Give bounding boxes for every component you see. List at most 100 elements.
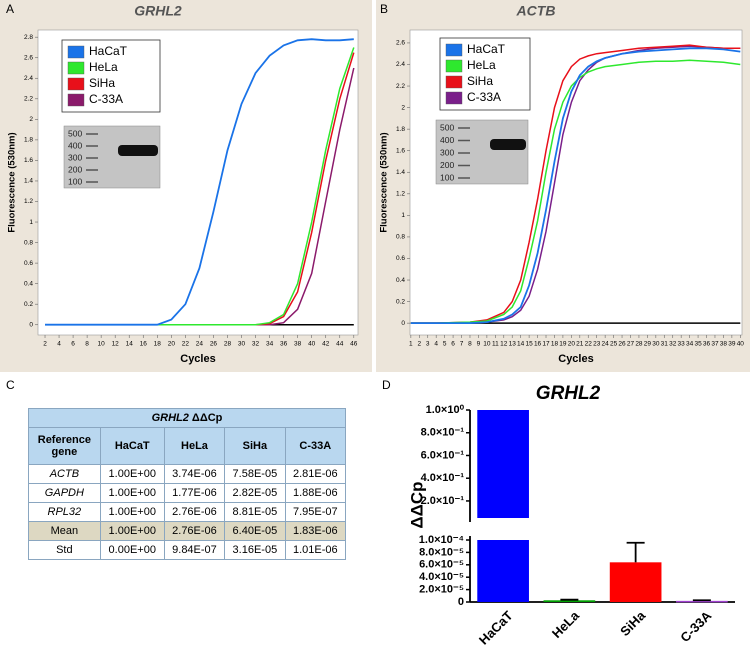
x-tick-label: 21 xyxy=(576,341,584,348)
x-tick-label: HaCaT xyxy=(476,608,516,648)
legend-label: SiHa xyxy=(467,74,493,88)
legend-swatch xyxy=(445,91,463,105)
y-tick-label: 2.6 xyxy=(24,54,33,61)
x-tick-label: 9 xyxy=(477,341,481,348)
x-tick-label: 39 xyxy=(728,341,736,348)
x-tick-label: 18 xyxy=(551,341,559,348)
table-cell: 1.00E+00 xyxy=(99,464,165,484)
x-tick-label: HeLa xyxy=(549,607,583,641)
y-tick-label: 2.2 xyxy=(396,83,405,90)
table-cell: 3.16E-05 xyxy=(224,540,286,560)
header-text: gene xyxy=(51,446,78,458)
x-tick-label: 5 xyxy=(443,341,447,348)
x-axis-title: Cycles xyxy=(558,353,593,365)
y-tick-label: 0.4 xyxy=(24,280,33,287)
legend-label: HeLa xyxy=(467,58,496,72)
y-tick-label: 1.2 xyxy=(396,191,405,198)
y-axis-title: Fluorescence (530nm) xyxy=(379,132,390,232)
legend-label: HaCaT xyxy=(89,44,128,58)
legend-swatch xyxy=(67,45,85,59)
table-cell: RPL32 xyxy=(28,502,101,522)
table-cell: Std xyxy=(28,540,101,560)
x-tick-label: 11 xyxy=(492,341,499,348)
x-tick-label: 22 xyxy=(585,341,593,348)
table-title-row: GRHL2 ΔΔCp xyxy=(28,408,346,428)
x-tick-label: 28 xyxy=(635,341,643,348)
x-tick-label: 35 xyxy=(694,341,702,348)
x-tick-label: SiHa xyxy=(617,607,649,639)
y-tick-label: 2 xyxy=(29,116,33,123)
table-cell: 1.00E+00 xyxy=(99,483,165,503)
panel-label: D xyxy=(382,378,391,392)
series-line xyxy=(410,47,741,324)
x-tick-label: 2 xyxy=(417,341,421,348)
panel-label: C xyxy=(6,378,15,392)
x-tick-label: 46 xyxy=(350,341,358,348)
panel-label: A xyxy=(6,2,14,16)
series-line xyxy=(410,44,741,324)
table-cell: 9.84E-07 xyxy=(163,540,226,560)
chart-title: GRHL2 xyxy=(134,3,182,19)
x-tick-label: 3 xyxy=(426,341,430,348)
header-cell: HaCaT xyxy=(99,427,165,465)
gel-ladder-label: 100 xyxy=(440,172,454,182)
legend-swatch xyxy=(67,77,85,91)
table-cell: 1.88E-06 xyxy=(284,483,347,503)
table-cell: GAPDH xyxy=(28,483,101,503)
legend-swatch xyxy=(67,61,85,75)
chart-title: GRHL2 xyxy=(536,383,601,404)
legend-label: SiHa xyxy=(89,76,115,90)
y-tick-label: 8.0×10⁻¹ xyxy=(421,427,465,439)
y-tick-label: 0.4 xyxy=(396,277,405,284)
header-cell: Reference gene xyxy=(28,427,101,465)
x-tick-label: 34 xyxy=(686,341,694,348)
bar xyxy=(543,600,596,602)
y-tick-label: 1 xyxy=(401,212,405,219)
y-tick-label: 2.6 xyxy=(396,40,405,47)
x-tick-label: 25 xyxy=(610,341,618,348)
y-tick-label: 0.2 xyxy=(24,301,33,308)
x-tick-label: 20 xyxy=(168,341,176,348)
table-cell: 1.83E-06 xyxy=(284,521,347,541)
y-tick-label: 0 xyxy=(29,321,33,328)
y-tick-label: 0 xyxy=(458,596,464,608)
x-tick-label: 30 xyxy=(652,341,660,348)
title-measure: ΔΔCp xyxy=(191,412,223,424)
table-cell: 2.82E-05 xyxy=(224,483,286,503)
x-tick-label: 31 xyxy=(661,341,669,348)
y-tick-label: 1.4 xyxy=(396,169,405,176)
legend-label: HeLa xyxy=(89,60,118,74)
x-tick-label: 12 xyxy=(500,341,508,348)
x-tick-label: 34 xyxy=(266,341,274,348)
y-tick-label: 8.0×10⁻⁵ xyxy=(419,546,464,558)
y-tick-label: 2.2 xyxy=(24,96,33,103)
x-tick-label: 6 xyxy=(71,341,75,348)
x-axis-title: Cycles xyxy=(180,353,215,365)
table-cell: 3.74E-06 xyxy=(163,464,226,484)
y-tick-label: 1.8 xyxy=(24,137,33,144)
table-title: GRHL2 ΔΔCp xyxy=(28,408,346,428)
table-cell: 2.81E-06 xyxy=(284,464,347,484)
x-tick-label: 33 xyxy=(678,341,686,348)
x-tick-label: 16 xyxy=(534,341,542,348)
x-tick-label: 32 xyxy=(252,341,260,348)
table-cell: Mean xyxy=(28,521,101,541)
x-tick-label: 36 xyxy=(703,341,711,348)
title-gene: GRHL2 xyxy=(151,412,189,424)
legend-swatch xyxy=(445,75,463,89)
y-tick-label: 1 xyxy=(29,219,33,226)
x-tick-label: 28 xyxy=(224,341,232,348)
gel-ladder-label: 200 xyxy=(440,160,454,170)
x-tick-label: 23 xyxy=(593,341,601,348)
x-tick-label: 2 xyxy=(43,341,47,348)
x-tick-label: 36 xyxy=(280,341,288,348)
x-tick-label: 32 xyxy=(669,341,677,348)
y-tick-label: 1.4 xyxy=(24,178,33,185)
table-cell: 1.00E+00 xyxy=(99,521,165,541)
series-line xyxy=(410,45,741,324)
x-tick-label: 30 xyxy=(238,341,246,348)
series-line xyxy=(45,38,354,326)
gel-band xyxy=(490,139,526,150)
